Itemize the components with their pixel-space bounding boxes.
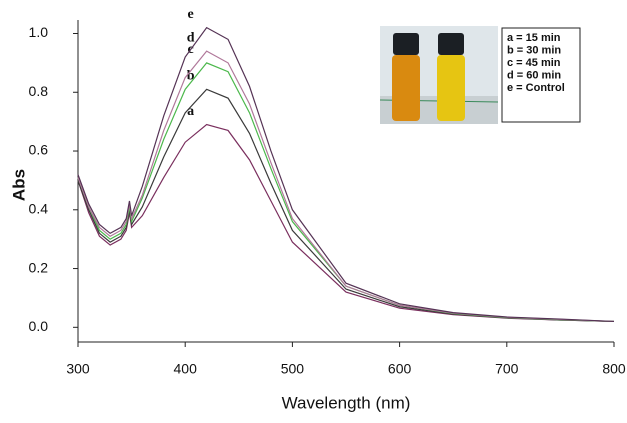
x-tick-label: 400 bbox=[174, 361, 198, 377]
legend-entry: b = 30 min bbox=[507, 44, 561, 56]
curve-label: d bbox=[187, 30, 195, 45]
legend-entry: a = 15 min bbox=[507, 32, 561, 44]
y-tick-label: 0.4 bbox=[29, 200, 49, 216]
curve-label: a bbox=[187, 104, 194, 119]
y-axis-label: Abs bbox=[9, 169, 28, 201]
x-axis-label: Wavelength (nm) bbox=[282, 393, 411, 412]
y-tick-label: 0.0 bbox=[29, 318, 49, 334]
series-line bbox=[77, 88, 615, 323]
legend-entry: d = 60 min bbox=[507, 69, 561, 81]
x-tick-label: 300 bbox=[66, 361, 90, 377]
vial-photo bbox=[379, 26, 499, 124]
series-line bbox=[77, 26, 615, 323]
curve-label: e bbox=[188, 7, 194, 22]
legend-entry: c = 45 min bbox=[507, 57, 561, 69]
y-tick-label: 0.2 bbox=[29, 259, 49, 275]
x-tick-label: 800 bbox=[602, 361, 626, 377]
curve-label: b bbox=[187, 69, 195, 84]
y-tick-label: 0.6 bbox=[29, 142, 49, 158]
x-tick-label: 700 bbox=[495, 361, 519, 377]
legend-entry: e = Control bbox=[507, 82, 565, 94]
y-tick-label: 0.8 bbox=[29, 83, 49, 99]
legend-box bbox=[501, 27, 581, 123]
series-line bbox=[77, 123, 615, 323]
x-tick-label: 500 bbox=[281, 361, 305, 377]
y-tick-label: 1.0 bbox=[29, 24, 49, 40]
x-tick-label: 600 bbox=[388, 361, 412, 377]
series-line bbox=[77, 50, 615, 323]
